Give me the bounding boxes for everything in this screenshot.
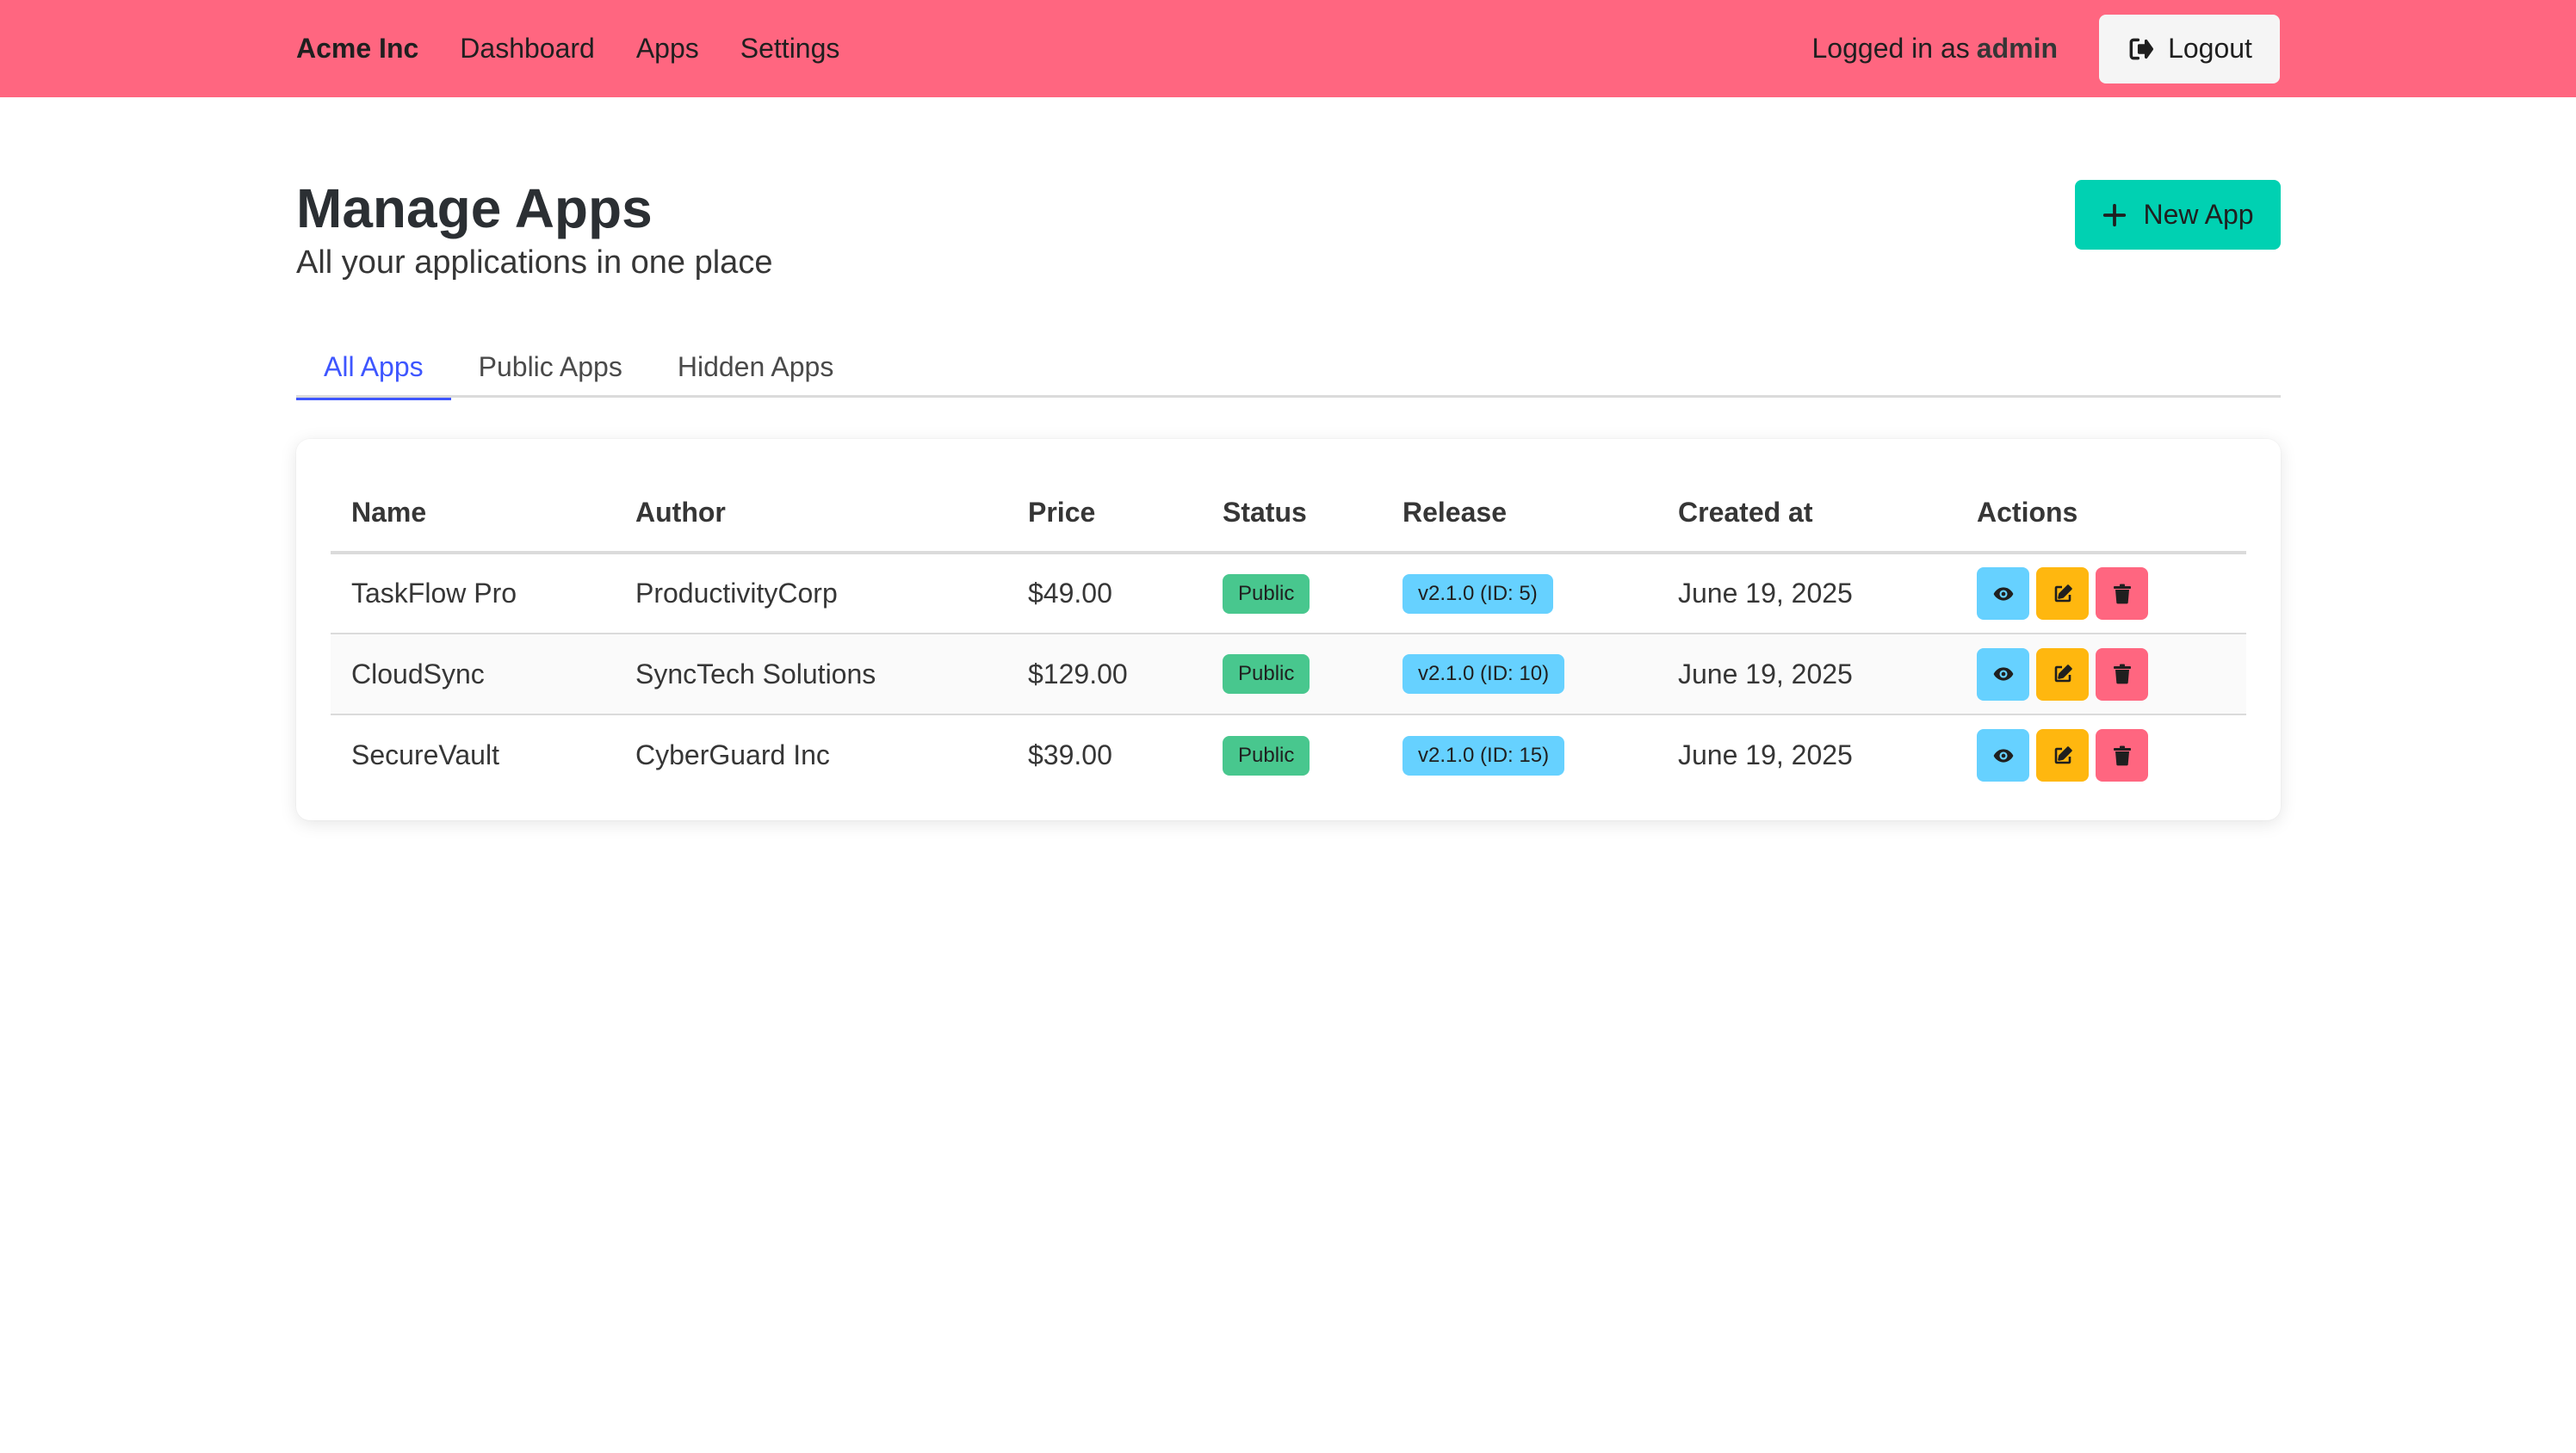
table-header-row: Name Author Price Status Release Created…	[331, 473, 2246, 554]
eye-icon	[1993, 748, 2013, 763]
edit-button[interactable]	[2036, 567, 2089, 620]
column-header-author: Author	[615, 473, 1007, 554]
nav-link-apps[interactable]: Apps	[635, 33, 699, 64]
status-badge: Public	[1223, 735, 1310, 776]
app-price: $49.00	[1007, 553, 1202, 634]
app-status-cell: Public	[1202, 553, 1382, 634]
column-header-status: Status	[1202, 473, 1382, 554]
view-button[interactable]	[1977, 567, 2029, 620]
logout-label: Logout	[2168, 33, 2252, 64]
status-badge: Public	[1223, 654, 1310, 694]
release-badge: v2.1.0 (ID: 10)	[1403, 654, 1565, 694]
tab-hidden-apps[interactable]: Hidden Apps	[677, 350, 834, 382]
app-name: TaskFlow Pro	[331, 553, 615, 634]
eye-icon	[1993, 667, 2013, 681]
table-row: CloudSync SyncTech Solutions $129.00 Pub…	[331, 634, 2246, 715]
app-actions-cell	[1956, 553, 2246, 634]
row-actions	[1977, 567, 2226, 620]
column-header-price: Price	[1007, 473, 1202, 554]
delete-button[interactable]	[2096, 729, 2148, 782]
delete-button[interactable]	[2096, 567, 2148, 620]
app-release-cell: v2.1.0 (ID: 10)	[1382, 634, 1657, 715]
app-created: June 19, 2025	[1657, 634, 1956, 715]
column-header-release: Release	[1382, 473, 1657, 554]
tab-public-apps[interactable]: Public Apps	[478, 350, 622, 382]
logout-icon	[2129, 38, 2154, 59]
tabs: All Apps Public Apps Hidden Apps	[296, 336, 2281, 400]
column-header-created: Created at	[1657, 473, 1956, 554]
app-status-cell: Public	[1202, 714, 1382, 795]
app-author: SyncTech Solutions	[615, 634, 1007, 715]
brand-link[interactable]: Acme Inc	[296, 33, 419, 64]
app-actions-cell	[1956, 634, 2246, 715]
page-subtitle: All your applications in one place	[296, 244, 773, 281]
app-status-cell: Public	[1202, 634, 1382, 715]
column-header-actions: Actions	[1956, 473, 2246, 554]
apps-table: Name Author Price Status Release Created…	[331, 473, 2246, 795]
navbar: Acme Inc Dashboard Apps Settings Logged …	[0, 0, 2576, 97]
navbar-inner: Acme Inc Dashboard Apps Settings Logged …	[296, 0, 2280, 97]
tab-all-apps[interactable]: All Apps	[296, 336, 451, 400]
edit-button[interactable]	[2036, 729, 2089, 782]
edit-icon	[2054, 584, 2072, 602]
app-release-cell: v2.1.0 (ID: 5)	[1382, 553, 1657, 634]
trash-icon	[2113, 664, 2131, 684]
status-badge: Public	[1223, 573, 1310, 614]
app-created: June 19, 2025	[1657, 553, 1956, 634]
app-release-cell: v2.1.0 (ID: 15)	[1382, 714, 1657, 795]
app-price: $129.00	[1007, 634, 1202, 715]
table-row: SecureVault CyberGuard Inc $39.00 Public…	[331, 714, 2246, 795]
apps-table-card: Name Author Price Status Release Created…	[296, 439, 2281, 820]
delete-button[interactable]	[2096, 647, 2148, 701]
app-author: CyberGuard Inc	[635, 739, 830, 770]
logout-button[interactable]: Logout	[2099, 14, 2280, 83]
view-button[interactable]	[1977, 647, 2029, 701]
trash-icon	[2113, 745, 2131, 765]
app-author: ProductivityCorp	[615, 553, 1007, 634]
eye-icon	[1993, 586, 2013, 601]
page-title: Manage Apps	[296, 177, 653, 239]
table-row: TaskFlow Pro ProductivityCorp $49.00 Pub…	[331, 553, 2246, 634]
edit-icon	[2054, 745, 2072, 764]
app-name: CloudSync	[331, 634, 615, 715]
new-app-button[interactable]: New App	[2075, 180, 2281, 250]
release-badge: v2.1.0 (ID: 15)	[1403, 735, 1565, 776]
app-actions-cell	[1956, 714, 2246, 795]
column-header-name: Name	[331, 473, 615, 554]
logged-in-text: Logged in as admin	[1812, 33, 2059, 65]
plus-icon	[2103, 203, 2127, 226]
trash-icon	[2113, 584, 2131, 603]
edit-button[interactable]	[2036, 647, 2089, 701]
app-created: June 19, 2025	[1678, 739, 1853, 770]
app-name: SecureVault	[351, 739, 499, 770]
nav-link-dashboard[interactable]: Dashboard	[460, 33, 595, 64]
view-button[interactable]	[1977, 729, 2029, 782]
username: admin	[1976, 33, 2058, 64]
row-actions	[1977, 729, 2226, 782]
new-app-label: New App	[2143, 199, 2254, 230]
app-price: $39.00	[1028, 739, 1112, 770]
nav-link-settings[interactable]: Settings	[740, 33, 840, 64]
logged-in-prefix: Logged in as	[1811, 33, 1970, 64]
edit-icon	[2054, 665, 2072, 683]
release-badge: v2.1.0 (ID: 5)	[1403, 573, 1553, 614]
row-actions	[1977, 647, 2226, 701]
